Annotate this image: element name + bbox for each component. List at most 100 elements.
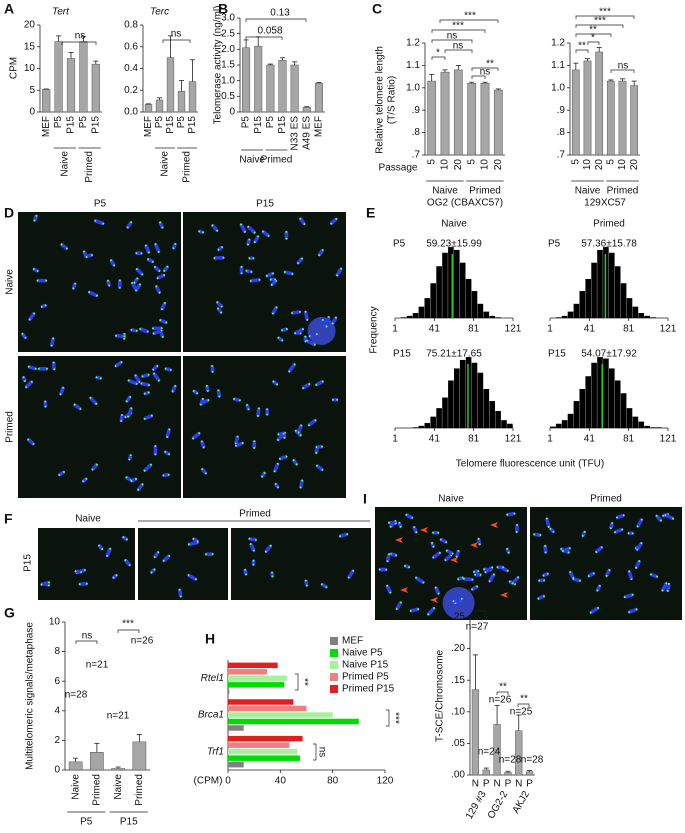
image-row-label: Primed [5, 411, 16, 443]
telomere [21, 332, 24, 335]
telomere [445, 549, 448, 552]
x-tick-label: P [526, 779, 533, 790]
histogram-bar [579, 291, 586, 318]
telomere [152, 332, 155, 335]
telomere [432, 531, 435, 534]
telomere [33, 312, 36, 315]
y-tick-label: .05 [451, 738, 465, 749]
chromatid [191, 431, 201, 440]
bar [90, 751, 104, 771]
annotation: * [436, 48, 440, 59]
chromosome [154, 285, 161, 294]
histogram-bar [465, 279, 472, 318]
telomere [147, 251, 150, 254]
bar [228, 675, 287, 682]
chromatid [335, 267, 343, 277]
panel-label: E [366, 205, 375, 221]
chromosome [299, 217, 306, 226]
telomere [513, 512, 516, 515]
chromatid [265, 271, 275, 278]
histogram-bar [507, 423, 513, 428]
bar [606, 80, 615, 156]
y-axis-label: Relative telomere length [375, 46, 386, 154]
chromosome [661, 582, 668, 592]
annotation: ** [486, 59, 494, 70]
chromosome [287, 363, 296, 373]
histogram-bar [597, 357, 603, 428]
chromosome [97, 544, 104, 551]
chromatid [338, 532, 349, 538]
telomere [276, 383, 279, 386]
telomere [506, 569, 509, 572]
telomere [252, 549, 255, 552]
telomere [130, 407, 133, 410]
telomere [217, 307, 220, 310]
x-tick-label: 81 [468, 324, 480, 335]
y-tick-label: 0.8 [124, 20, 138, 31]
chromatid [484, 566, 494, 574]
telomere [216, 301, 219, 304]
histogram-bar [585, 376, 591, 428]
panel-label: G [4, 605, 15, 621]
x-tick-label: 20 [453, 159, 464, 171]
telomere [627, 532, 630, 535]
chromosome [434, 586, 441, 595]
chromatid [252, 440, 257, 449]
histogram-bar [459, 359, 466, 428]
chromatid [278, 455, 288, 461]
telomere [545, 517, 548, 520]
chromatid [74, 569, 83, 574]
histogram-bar [412, 313, 419, 318]
chromosome [278, 455, 288, 461]
telomere [270, 283, 273, 286]
chromosome [40, 580, 51, 587]
telomere [431, 541, 434, 544]
chromosome [395, 601, 403, 611]
telomere [483, 568, 486, 571]
chromatid [43, 400, 48, 408]
chromosome [158, 221, 164, 229]
chromosome [59, 386, 65, 396]
significance-bracket [587, 41, 600, 45]
y-tick-label: 2.5 [221, 28, 235, 39]
chromatid [187, 573, 198, 581]
chromatid [432, 530, 440, 535]
telomere [151, 260, 154, 263]
chromosome [153, 444, 158, 456]
y-tick-label: 0.2 [124, 85, 138, 96]
arrow [420, 527, 428, 533]
telomere [281, 329, 284, 332]
x-tick-label: P15 [90, 116, 101, 134]
chromosome [488, 573, 496, 583]
chromatid [543, 544, 548, 554]
telomere [221, 246, 224, 249]
telomere [127, 379, 130, 382]
telomere [662, 514, 665, 517]
telomere [492, 573, 495, 576]
chromosome [105, 547, 112, 558]
chromatid [511, 576, 520, 585]
telomere [254, 538, 257, 541]
chromosome [130, 477, 138, 483]
chromosome [127, 378, 138, 386]
telomere [451, 552, 454, 555]
telomere [386, 584, 389, 587]
legend-swatch [330, 637, 338, 645]
telomere [206, 389, 209, 392]
x-tick-label: 10 [582, 159, 593, 171]
chromosome [307, 418, 317, 427]
telomere [600, 546, 603, 549]
chromatid [248, 537, 257, 542]
y-tick-label: 0.6 [124, 41, 138, 52]
panel-label: D [4, 205, 14, 221]
telomere [44, 304, 47, 307]
telomere [305, 584, 308, 587]
x-tick-label: P5 [78, 116, 89, 129]
y-tick-label: 0 [229, 107, 235, 118]
telomere [200, 440, 203, 443]
y-tick-label: .20 [451, 643, 465, 654]
chromosome [338, 532, 349, 538]
histogram-bar [477, 372, 484, 428]
significance-bracket [496, 691, 509, 695]
telomere [477, 537, 480, 540]
